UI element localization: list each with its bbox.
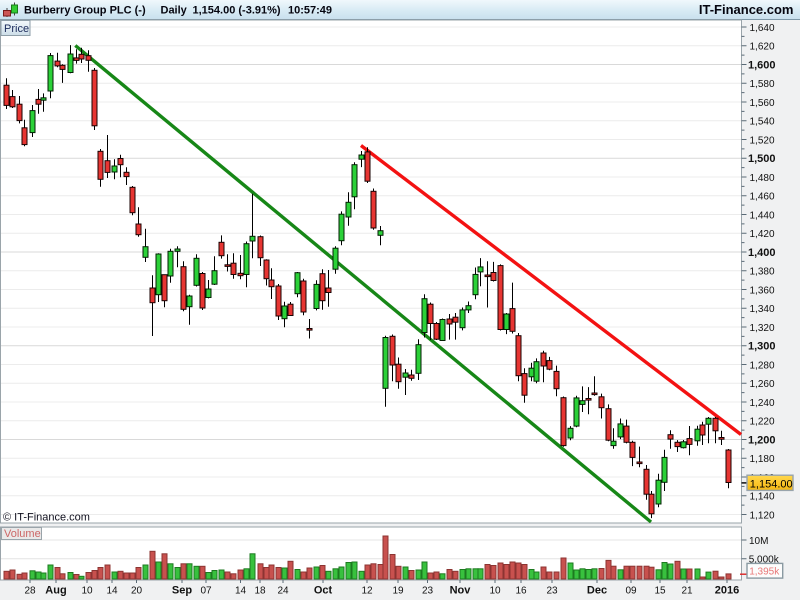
svg-text:1,340: 1,340 [750, 304, 775, 315]
svg-text:1,540: 1,540 [750, 117, 775, 128]
svg-text:10: 10 [81, 586, 93, 597]
svg-text:23: 23 [546, 586, 558, 597]
svg-text:1,420: 1,420 [750, 229, 775, 240]
svg-text:1,140: 1,140 [750, 492, 775, 503]
svg-text:14: 14 [235, 586, 247, 597]
svg-text:19: 19 [392, 586, 404, 597]
svg-text:Burberry Group PLC (-): Burberry Group PLC (-) [24, 5, 146, 17]
svg-text:1,154.00: 1,154.00 [750, 478, 793, 490]
svg-text:07: 07 [200, 586, 212, 597]
svg-text:20: 20 [131, 586, 143, 597]
svg-text:Aug: Aug [45, 585, 66, 597]
svg-text:Oct: Oct [314, 585, 333, 597]
svg-text:28: 28 [24, 586, 36, 597]
svg-text:1,520: 1,520 [750, 135, 775, 146]
svg-text:1,600: 1,600 [748, 59, 776, 71]
svg-text:12: 12 [361, 586, 373, 597]
svg-text:1,380: 1,380 [750, 267, 775, 278]
svg-text:15: 15 [654, 586, 666, 597]
svg-text:16: 16 [515, 586, 527, 597]
svg-text:Daily: Daily [161, 5, 188, 17]
svg-text:1,480: 1,480 [750, 173, 775, 184]
svg-text:1,440: 1,440 [750, 210, 775, 221]
svg-text:1,400: 1,400 [748, 247, 776, 259]
svg-text:1,460: 1,460 [750, 192, 775, 203]
svg-text:23: 23 [422, 586, 434, 597]
svg-text:10M: 10M [749, 536, 768, 547]
svg-text:2016: 2016 [715, 585, 739, 597]
svg-text:5,000k: 5,000k [749, 555, 780, 566]
svg-text:21: 21 [681, 586, 693, 597]
svg-text:24: 24 [277, 586, 289, 597]
svg-text:1,180: 1,180 [750, 454, 775, 465]
svg-text:1,560: 1,560 [750, 98, 775, 109]
svg-text:Nov: Nov [450, 585, 472, 597]
svg-text:1,500: 1,500 [748, 153, 776, 165]
svg-text:1,260: 1,260 [750, 379, 775, 390]
svg-text:1,220: 1,220 [750, 417, 775, 428]
svg-text:1,640: 1,640 [750, 23, 775, 34]
svg-text:1,580: 1,580 [750, 79, 775, 90]
svg-text:10: 10 [489, 586, 501, 597]
svg-text:18: 18 [254, 586, 266, 597]
svg-text:Price: Price [4, 23, 29, 35]
svg-text:1,320: 1,320 [750, 323, 775, 334]
svg-text:1,200: 1,200 [748, 434, 776, 446]
svg-text:10:57:49: 10:57:49 [288, 5, 332, 17]
svg-text:1,395k: 1,395k [749, 567, 780, 578]
svg-text:1,620: 1,620 [750, 42, 775, 53]
svg-text:1,280: 1,280 [750, 360, 775, 371]
svg-text:1,154.00 (-3.91%): 1,154.00 (-3.91%) [193, 5, 281, 17]
svg-text:Volume: Volume [4, 528, 41, 540]
svg-text:1,240: 1,240 [750, 398, 775, 409]
svg-text:1,360: 1,360 [750, 285, 775, 296]
svg-text:14: 14 [106, 586, 118, 597]
svg-text:IT-Finance.com: IT-Finance.com [699, 2, 794, 17]
svg-text:09: 09 [625, 586, 637, 597]
svg-text:Dec: Dec [587, 585, 607, 597]
svg-text:1,300: 1,300 [748, 341, 776, 353]
svg-text:1,120: 1,120 [750, 510, 775, 521]
svg-text:© IT-Finance.com: © IT-Finance.com [3, 512, 90, 524]
svg-text:Sep: Sep [172, 585, 192, 597]
